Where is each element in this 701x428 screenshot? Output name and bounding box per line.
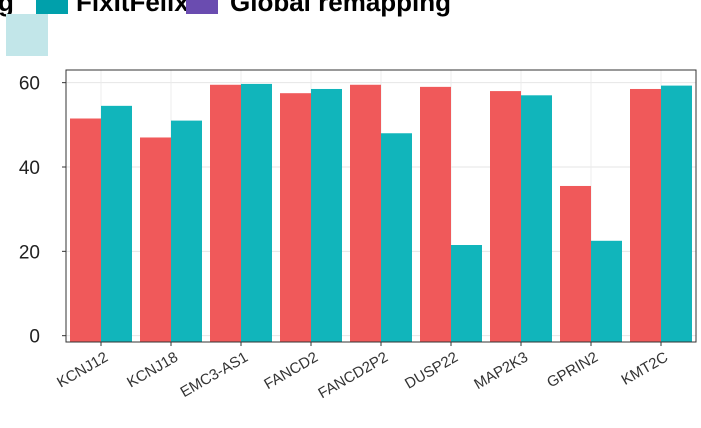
bar [171,120,202,343]
bars [70,83,692,343]
legend-label-0: g [0,0,14,17]
bar [280,93,311,342]
bar [490,91,521,343]
bar [101,105,132,342]
y-tick-label: 20 [19,242,40,263]
bar [381,133,412,342]
x-tick-label: FANCD2 [261,349,321,393]
bar [140,137,171,342]
bar [210,84,241,342]
y-tick-label: 0 [29,327,40,348]
x-tick-label: DUSP22 [402,349,461,393]
y-tick-label: 60 [19,74,40,95]
axis-ticks [62,82,662,346]
bar [591,240,622,342]
x-tick-label: EMC3-AS1 [178,349,251,401]
y-tick-label: 40 [19,158,40,179]
bar [521,95,552,342]
x-tick-label: KCNJ12 [54,349,111,392]
bar [350,84,381,342]
x-tick-label: MAP2K3 [471,349,531,393]
bar [241,83,272,342]
legend: g FixItFelix Global remapping [0,0,701,58]
bar [661,85,692,343]
bar [70,118,101,342]
bar [451,245,482,342]
bar [311,88,342,342]
legend-swatch-extra [6,14,48,56]
bar [560,185,591,342]
bar [630,88,661,342]
legend-label-global-remapping: Global remapping [230,0,452,17]
x-tick-label: KMT2C [618,349,671,389]
legend-swatch-fixitfelix [36,0,68,14]
x-tick-label: KCNJ18 [124,349,181,392]
x-tick-label: FANCD2P2 [315,349,391,402]
legend-swatch-global-remapping [186,0,218,14]
x-tick-label: GPRIN2 [544,349,601,392]
bar [420,86,451,342]
legend-label-fixitfelix: FixItFelix [76,0,189,17]
